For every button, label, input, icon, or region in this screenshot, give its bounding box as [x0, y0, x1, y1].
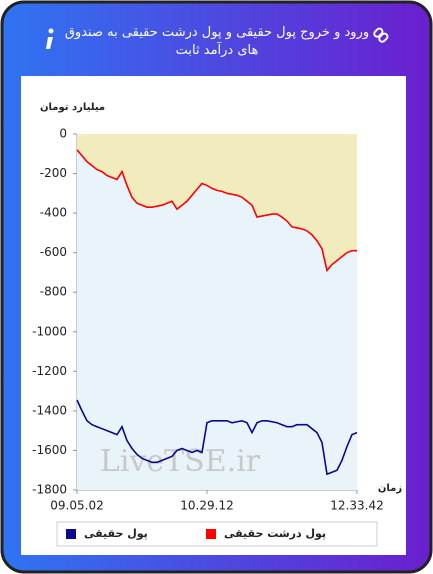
y-tick-label: 0 [59, 127, 67, 141]
y-tick-label: -1800 [32, 483, 67, 497]
legend-swatch [206, 529, 216, 539]
line [76, 399, 358, 476]
legend-label: پول حقیقی [84, 527, 148, 540]
link-icon[interactable] [373, 27, 389, 43]
y-tick-label: -1600 [32, 443, 67, 457]
area-below [77, 149, 357, 491]
x-tick-label: 09.05.02 [50, 499, 103, 513]
y-tick-label: -1000 [32, 324, 67, 338]
header-title: ورود و خروج پول حقیقی و پول درشت حقیقی ب… [64, 25, 370, 58]
info-icon[interactable] [46, 28, 54, 50]
x-tick-label: 12.33.42 [330, 499, 383, 513]
y-tick-label: -400 [40, 206, 67, 220]
x-tick-label: 10.29.12 [180, 499, 233, 513]
y-tick-label: -800 [40, 285, 67, 299]
y-tick-label: -200 [40, 166, 67, 180]
x-axis-label: زمان [378, 483, 402, 494]
legend-label: پول درشت حقیقی [224, 527, 326, 540]
line [76, 149, 357, 273]
y-tick-label: -600 [40, 245, 67, 259]
y-axis-label: میلیارد تومان [40, 102, 105, 113]
y-tick-label: -1400 [32, 403, 67, 417]
y-tick-label: -1200 [32, 364, 67, 378]
legend-swatch [66, 529, 76, 539]
legend [56, 521, 378, 547]
area-above [77, 134, 357, 271]
